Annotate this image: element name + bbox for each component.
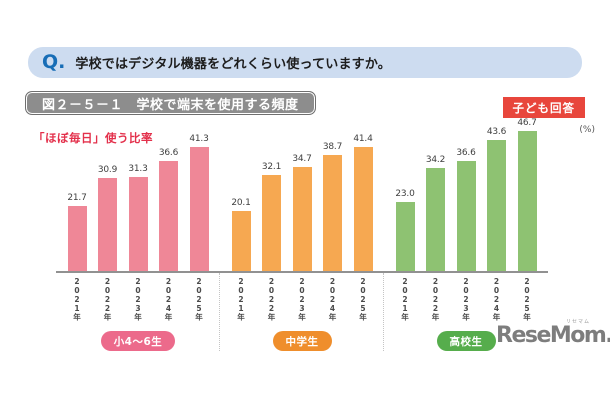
respondent-badge: 子ども回答 (502, 97, 585, 118)
bar-column: 31.3 (128, 164, 148, 271)
bar (262, 174, 281, 271)
year-label: 2022年 (431, 277, 440, 321)
group-pill: 中学生 (272, 331, 332, 351)
bar (517, 130, 537, 271)
bars-row: 23.0 34.2 36.6 43.6 46.7 (384, 118, 548, 273)
bar-column: 34.2 (426, 155, 445, 271)
logo-ruby-text: リセマム (565, 319, 590, 325)
bar-value-label: 34.7 (292, 153, 312, 164)
year-label: 2021年 (400, 277, 410, 321)
bar-column: 23.0 (395, 189, 415, 271)
year-label: 2025年 (358, 277, 368, 321)
group-axis-labels: 2021年 2022年 2023年 2024年 2025年中学生 (219, 273, 384, 351)
bar (67, 205, 87, 271)
bar-column: 46.7 (517, 117, 537, 271)
bar (231, 210, 251, 271)
bar-column: 43.6 (487, 127, 506, 271)
year-label: 2024年 (492, 277, 501, 321)
metric-label: 「ほぼ毎日」使う比率 (33, 131, 153, 145)
chart-group-1: 21.7 30.9 31.3 36.6 41.3 2021年 2022年 2023年 2024年… (56, 118, 220, 351)
year-label: 2025年 (522, 277, 532, 321)
bar-column: 38.7 (323, 142, 342, 271)
bar-value-label: 31.3 (128, 164, 148, 175)
bar-value-label: 41.4 (353, 133, 373, 144)
bar-column: 20.1 (231, 197, 251, 271)
group-pill: 小4～6生 (100, 331, 176, 351)
group-axis-labels: 2021年 2022年 2023年 2024年 2025年高校生 (383, 273, 548, 351)
chart-group-2: 20.1 32.1 34.7 38.7 41.4 2021年 2022年 2023年 2024年… (219, 118, 384, 351)
year-label: 2021年 (72, 277, 82, 321)
bar (426, 168, 445, 271)
bar-value-label: 46.7 (517, 117, 537, 128)
year-label: 2022年 (103, 277, 112, 321)
logo-text: ReseMom. (496, 323, 610, 348)
bar-value-label: 20.1 (231, 197, 251, 208)
chart-group-3: 23.0 34.2 36.6 43.6 46.7 2021年 2022年 2023年 2024年… (383, 118, 548, 351)
bar (98, 178, 117, 271)
unit-label: (%) (579, 125, 595, 135)
bar-column: 21.7 (67, 192, 87, 271)
bar-column: 36.6 (159, 148, 178, 271)
bar (487, 140, 506, 271)
bar (395, 202, 415, 271)
year-label: 2024年 (164, 277, 173, 321)
year-label: 2023年 (133, 277, 143, 321)
group-axis-labels: 2021年 2022年 2023年 2024年 2025年小4～6生 (56, 273, 220, 351)
year-label: 2025年 (194, 277, 204, 321)
year-label: 2024年 (328, 277, 337, 321)
year-label: 2022年 (267, 277, 276, 321)
year-label: 2023年 (461, 277, 471, 321)
bar-column: 34.7 (292, 153, 312, 271)
bar-chart: 21.7 30.9 31.3 36.6 41.3 2021年 2022年 2023年 2024年… (56, 118, 548, 351)
figure-title: 図２－５－１ 学校で端末を使用する頻度 (25, 91, 316, 115)
bar-value-label: 23.0 (395, 189, 415, 199)
bar-value-label: 32.1 (261, 161, 282, 172)
bars-row: 21.7 30.9 31.3 36.6 41.3 (56, 118, 220, 273)
bar-value-label: 36.6 (158, 148, 179, 159)
bar-value-label: 43.6 (486, 127, 507, 138)
bar-column: 30.9 (98, 165, 117, 271)
group-pill: 高校生 (436, 331, 496, 351)
question-text: 学校ではデジタル機器をどれくらい使っていますか。 (75, 57, 392, 72)
q-icon: Q. (42, 51, 66, 73)
bar (128, 177, 148, 271)
bar-value-label: 34.2 (425, 155, 446, 166)
bars-row: 20.1 32.1 34.7 38.7 41.4 (220, 118, 384, 273)
question-banner: Q. 学校ではデジタル機器をどれくらい使っていますか。 (28, 47, 582, 78)
bar (353, 146, 373, 271)
year-label: 2021年 (236, 277, 246, 321)
bar (159, 161, 178, 271)
bar-value-label: 38.7 (322, 141, 343, 152)
bar (189, 147, 209, 271)
bar-column: 41.3 (189, 134, 209, 271)
bar (292, 166, 312, 271)
bar-column: 41.4 (353, 133, 373, 271)
bar (323, 154, 342, 271)
bar-column: 36.6 (456, 148, 476, 271)
bar-value-label: 30.9 (97, 165, 118, 176)
bar-column: 32.1 (262, 162, 281, 271)
bar (456, 161, 476, 271)
bar-value-label: 21.7 (67, 192, 87, 203)
bar-value-label: 36.6 (456, 148, 476, 159)
bar-value-label: 41.3 (189, 134, 209, 145)
year-label: 2023年 (297, 277, 307, 321)
resemom-logo: リセマム ReseMom. (496, 319, 610, 348)
